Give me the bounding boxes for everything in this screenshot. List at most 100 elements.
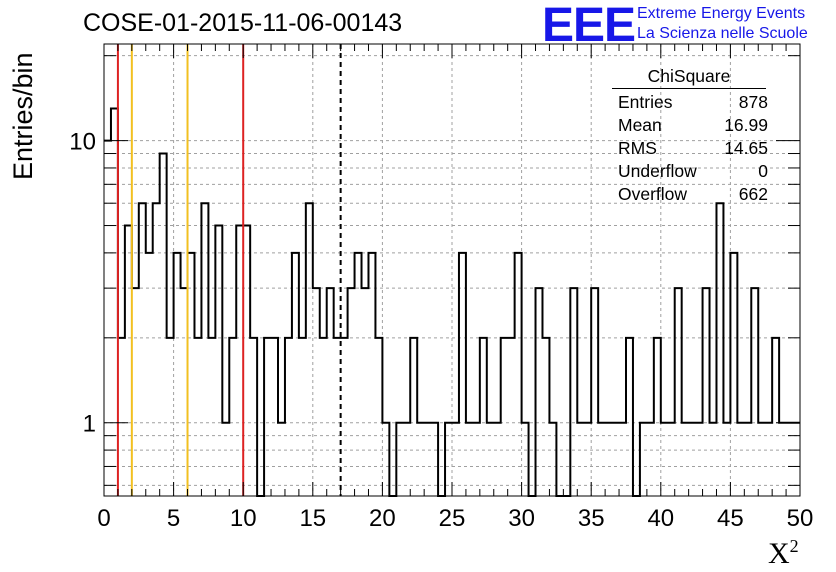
x-tick-label: 40 <box>647 505 674 532</box>
x-tick-label: 50 <box>787 505 814 532</box>
histogram-bin <box>452 423 459 496</box>
x-tick-label: 30 <box>508 505 535 532</box>
histogram-bin <box>779 423 786 496</box>
histogram-bin <box>522 423 529 496</box>
histogram-bin <box>619 423 626 496</box>
histogram-bin <box>278 423 285 496</box>
histogram-bin <box>716 203 723 496</box>
histogram-bin <box>765 423 772 496</box>
histogram-bin <box>410 338 417 496</box>
stats-value: 662 <box>738 184 768 204</box>
histogram-bin <box>208 338 215 496</box>
logo-line-1: Extreme Energy Events <box>637 5 806 22</box>
histogram-bin <box>327 288 334 496</box>
histogram-bin <box>160 154 167 496</box>
histogram-bin <box>236 226 243 496</box>
histogram-bin <box>181 288 188 496</box>
histogram-bin <box>647 423 654 496</box>
stats-row-mean: Mean 16.99 <box>612 114 776 137</box>
histogram-bin <box>306 203 313 496</box>
x-tick-label: 45 <box>717 505 744 532</box>
histogram-bin <box>682 423 689 496</box>
histogram-bin <box>508 338 515 496</box>
histogram-bin <box>612 423 619 496</box>
stats-row-rms: RMS 14.65 <box>612 137 776 160</box>
histogram-bin <box>459 253 466 496</box>
histogram-bin <box>368 253 375 496</box>
stats-value: 878 <box>738 92 768 112</box>
histogram-bin <box>598 423 605 496</box>
histogram-bin <box>605 423 612 496</box>
stats-title: ChiSquare <box>612 66 766 89</box>
histogram-bin <box>271 338 278 496</box>
histogram-bin <box>703 288 710 496</box>
y-axis-label: Entries/bin <box>8 52 38 180</box>
stats-label: Underflow <box>618 161 697 181</box>
x-axis-label-symbol: X <box>768 537 790 570</box>
histogram-bin <box>299 338 306 496</box>
histogram-bin <box>536 288 543 496</box>
histogram-bin <box>772 338 779 496</box>
histogram-bin <box>445 423 452 496</box>
histogram-bin <box>132 288 139 496</box>
histogram-bin <box>570 288 577 496</box>
x-tick-label: 10 <box>230 505 257 532</box>
histogram-bin <box>473 423 480 496</box>
y-tick-label: 1 <box>83 411 96 438</box>
stats-value: 16.99 <box>724 115 768 135</box>
histogram-bin <box>480 338 487 496</box>
histogram-bin <box>215 226 222 496</box>
histogram-bin <box>396 423 403 496</box>
histogram-bin <box>737 423 744 496</box>
histogram-bin <box>758 423 765 496</box>
stats-label: Entries <box>618 92 673 112</box>
histogram-bin <box>403 423 410 496</box>
histogram-bin <box>320 338 327 496</box>
histogram-bin <box>118 338 125 496</box>
histogram-bin <box>661 423 668 496</box>
stats-label: RMS <box>618 138 657 158</box>
histogram-bin <box>375 338 382 496</box>
histogram-bin <box>341 338 348 496</box>
histogram-bin <box>146 253 153 496</box>
histogram-bin <box>111 108 118 496</box>
histogram-bin <box>222 423 229 496</box>
stats-row-underflow: Underflow 0 <box>612 160 776 183</box>
logo-line-2: La Scienza nelle Scuole <box>637 25 808 42</box>
histogram-bin <box>153 203 160 496</box>
histogram-bin <box>174 253 181 496</box>
stats-row-entries: Entries 878 <box>612 91 776 114</box>
histogram-bin <box>313 288 320 496</box>
histogram-layer <box>104 107 800 497</box>
x-tick-label: 35 <box>578 505 605 532</box>
histogram-bin <box>640 423 647 496</box>
histogram-bin <box>334 338 341 496</box>
histogram-bin <box>668 423 675 496</box>
histogram-bin <box>591 288 598 496</box>
stats-value: 14.65 <box>724 138 768 158</box>
histogram-bin <box>167 338 174 496</box>
reference-lines-layer <box>116 44 342 496</box>
histogram-bin <box>654 338 661 496</box>
histogram-outline <box>104 107 800 497</box>
histogram-bin <box>431 423 438 496</box>
stats-row-overflow: Overflow 662 <box>612 183 776 206</box>
histogram-bin <box>348 288 355 496</box>
histogram-bin <box>125 226 132 496</box>
chart-title: COSE-01-2015-11-06-00143 <box>83 9 403 37</box>
histogram-bin <box>723 423 730 496</box>
x-axis-label-superscript: 2 <box>789 536 799 556</box>
histogram-bin <box>710 423 717 496</box>
y-tick-label: 10 <box>69 129 96 156</box>
histogram-bin <box>487 423 494 496</box>
histogram-bin <box>494 423 501 496</box>
histogram-bin <box>584 423 591 496</box>
histogram-bin <box>139 203 146 496</box>
histogram-bin <box>549 423 556 496</box>
histogram-bin <box>362 288 369 496</box>
axes-layer: 0 5 10 15 20 25 30 35 40 45 50 1 10 <box>69 43 814 532</box>
histogram-bin <box>229 338 236 496</box>
histogram-bin <box>417 423 424 496</box>
x-tick-label: 25 <box>439 505 466 532</box>
